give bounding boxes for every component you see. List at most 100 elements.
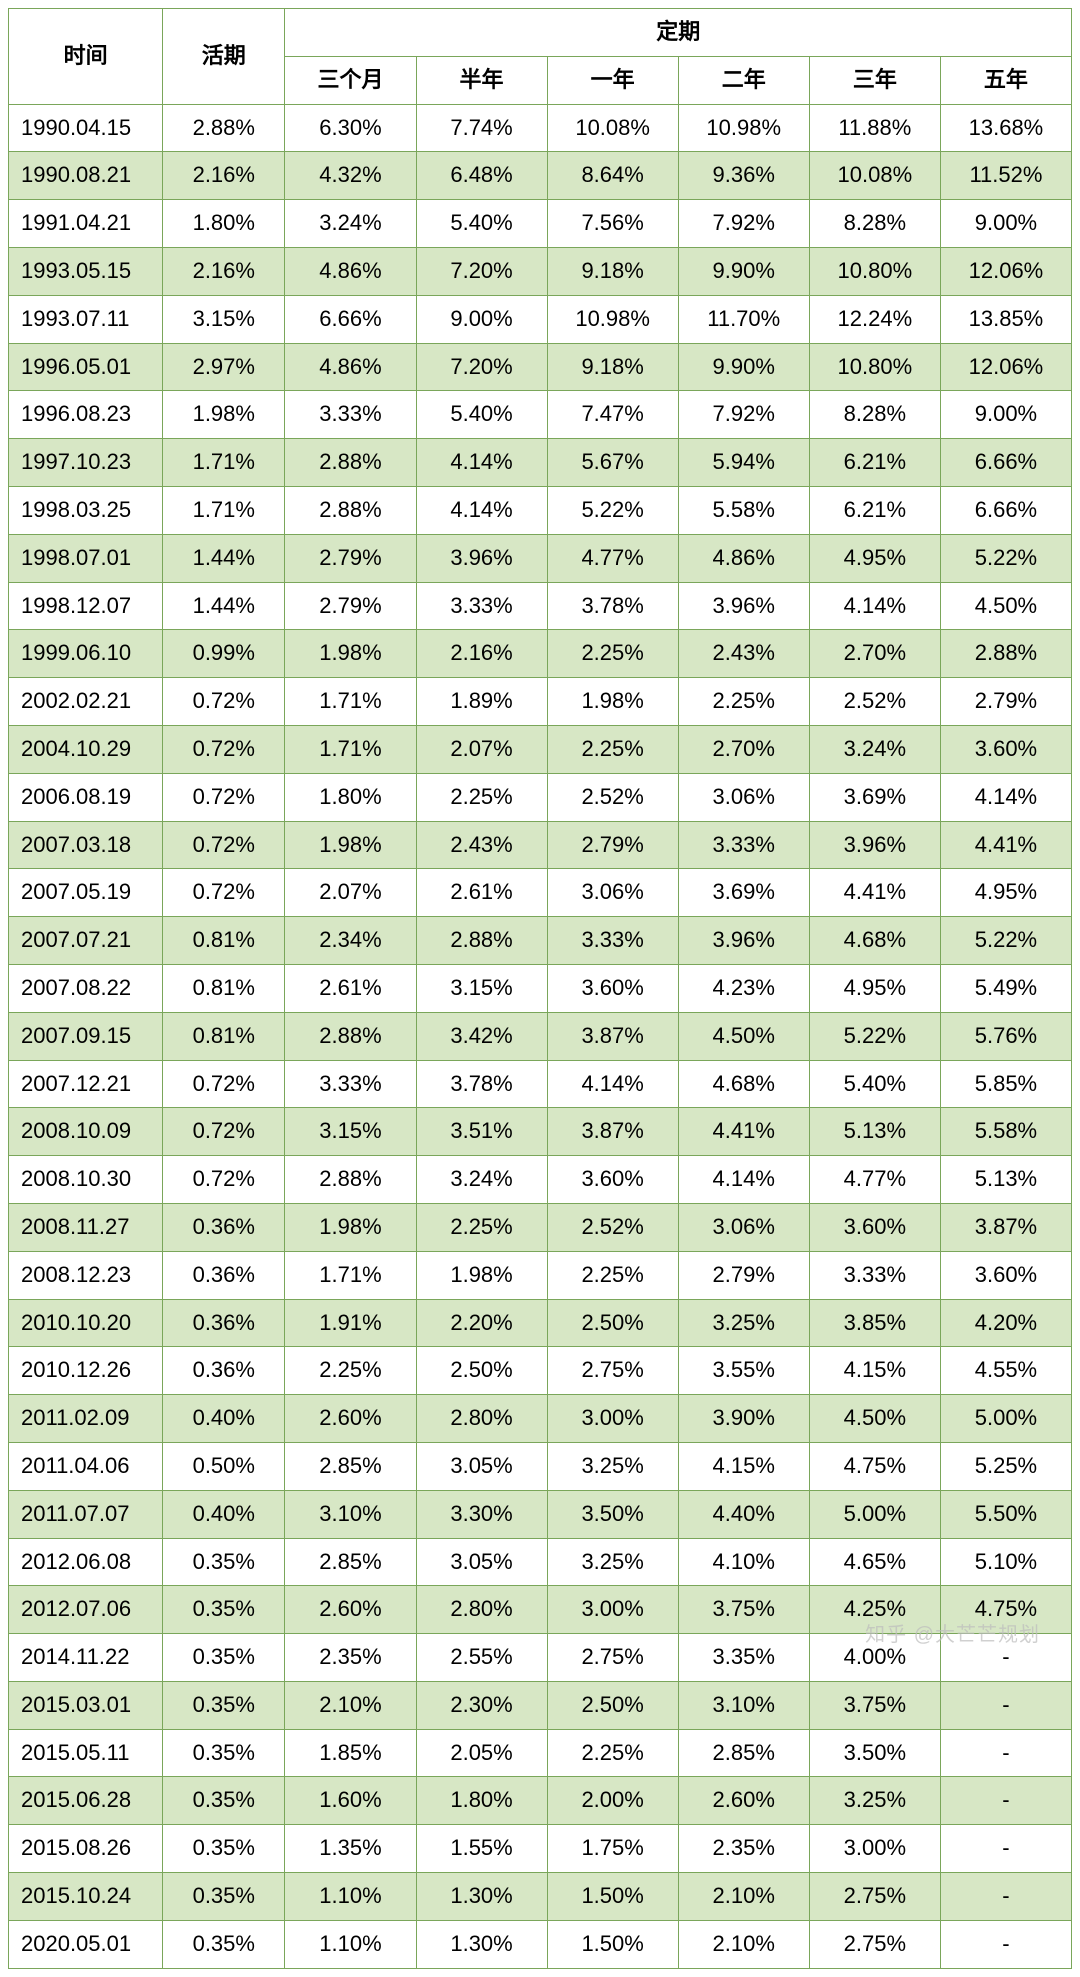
cell-fixed: 2.25% <box>416 1203 547 1251</box>
cell-fixed: 6.48% <box>416 152 547 200</box>
cell-date: 2004.10.29 <box>9 725 163 773</box>
cell-fixed: 11.52% <box>940 152 1071 200</box>
cell-fixed: 1.98% <box>285 1203 416 1251</box>
table-row: 2008.10.090.72%3.15%3.51%3.87%4.41%5.13%… <box>9 1108 1072 1156</box>
table-row: 1996.08.231.98%3.33%5.40%7.47%7.92%8.28%… <box>9 391 1072 439</box>
cell-fixed: 4.68% <box>809 917 940 965</box>
cell-fixed: 3.25% <box>678 1299 809 1347</box>
table-row: 1998.03.251.71%2.88%4.14%5.22%5.58%6.21%… <box>9 486 1072 534</box>
cell-fixed: 5.00% <box>809 1490 940 1538</box>
col-fixed-group: 定期 <box>285 9 1072 57</box>
table-row: 1993.05.152.16%4.86%7.20%9.18%9.90%10.80… <box>9 247 1072 295</box>
cell-fixed: 3.96% <box>416 534 547 582</box>
cell-fixed: 3.00% <box>547 1586 678 1634</box>
cell-fixed: 8.28% <box>809 200 940 248</box>
cell-fixed: 4.50% <box>809 1395 940 1443</box>
cell-fixed: 10.80% <box>809 343 940 391</box>
cell-demand: 0.35% <box>163 1729 285 1777</box>
table-row: 2014.11.220.35%2.35%2.55%2.75%3.35%4.00%… <box>9 1634 1072 1682</box>
cell-fixed: 4.25% <box>809 1586 940 1634</box>
cell-demand: 1.71% <box>163 439 285 487</box>
cell-fixed: 2.60% <box>285 1586 416 1634</box>
cell-fixed: 3.87% <box>547 1012 678 1060</box>
table-body: 1990.04.152.88%6.30%7.74%10.08%10.98%11.… <box>9 104 1072 1968</box>
cell-fixed: 2.88% <box>940 630 1071 678</box>
cell-date: 1990.08.21 <box>9 152 163 200</box>
cell-fixed: 3.10% <box>285 1490 416 1538</box>
cell-fixed: 2.16% <box>416 630 547 678</box>
cell-demand: 2.97% <box>163 343 285 391</box>
table-row: 2011.02.090.40%2.60%2.80%3.00%3.90%4.50%… <box>9 1395 1072 1443</box>
cell-demand: 0.81% <box>163 917 285 965</box>
cell-fixed: 1.10% <box>285 1920 416 1968</box>
cell-date: 2012.06.08 <box>9 1538 163 1586</box>
cell-fixed: 2.25% <box>547 630 678 678</box>
cell-fixed: 3.87% <box>940 1203 1071 1251</box>
cell-fixed: 4.65% <box>809 1538 940 1586</box>
table-row: 2008.11.270.36%1.98%2.25%2.52%3.06%3.60%… <box>9 1203 1072 1251</box>
cell-date: 2002.02.21 <box>9 678 163 726</box>
cell-fixed: 2.61% <box>285 964 416 1012</box>
table-row: 2010.12.260.36%2.25%2.50%2.75%3.55%4.15%… <box>9 1347 1072 1395</box>
cell-fixed: 3.75% <box>809 1681 940 1729</box>
cell-fixed: 7.20% <box>416 343 547 391</box>
cell-fixed: 2.07% <box>285 869 416 917</box>
cell-fixed: 7.92% <box>678 200 809 248</box>
cell-demand: 0.35% <box>163 1538 285 1586</box>
cell-demand: 0.72% <box>163 1156 285 1204</box>
cell-demand: 0.50% <box>163 1442 285 1490</box>
table-row: 1990.08.212.16%4.32%6.48%8.64%9.36%10.08… <box>9 152 1072 200</box>
cell-fixed: 2.30% <box>416 1681 547 1729</box>
cell-date: 2010.12.26 <box>9 1347 163 1395</box>
cell-fixed: 12.06% <box>940 343 1071 391</box>
cell-fixed: 11.88% <box>809 104 940 152</box>
cell-fixed: 2.79% <box>285 582 416 630</box>
col-fixed-2: 一年 <box>547 56 678 104</box>
cell-demand: 0.35% <box>163 1777 285 1825</box>
cell-fixed: 9.18% <box>547 247 678 295</box>
cell-fixed: 4.55% <box>940 1347 1071 1395</box>
cell-date: 2008.11.27 <box>9 1203 163 1251</box>
cell-demand: 0.35% <box>163 1681 285 1729</box>
cell-demand: 0.40% <box>163 1490 285 1538</box>
cell-fixed: 3.96% <box>678 582 809 630</box>
cell-fixed: 4.14% <box>416 486 547 534</box>
cell-fixed: 3.15% <box>416 964 547 1012</box>
cell-fixed: 7.56% <box>547 200 678 248</box>
cell-fixed: - <box>940 1920 1071 1968</box>
cell-demand: 0.72% <box>163 725 285 773</box>
cell-fixed: 3.96% <box>809 821 940 869</box>
cell-fixed: 4.10% <box>678 1538 809 1586</box>
cell-fixed: 5.22% <box>547 486 678 534</box>
cell-fixed: 9.00% <box>416 295 547 343</box>
cell-fixed: 4.32% <box>285 152 416 200</box>
table-row: 2011.07.070.40%3.10%3.30%3.50%4.40%5.00%… <box>9 1490 1072 1538</box>
cell-date: 2008.10.09 <box>9 1108 163 1156</box>
cell-fixed: 2.60% <box>285 1395 416 1443</box>
cell-fixed: 4.20% <box>940 1299 1071 1347</box>
cell-fixed: 3.78% <box>547 582 678 630</box>
cell-fixed: 2.10% <box>678 1873 809 1921</box>
cell-date: 1993.05.15 <box>9 247 163 295</box>
cell-demand: 2.88% <box>163 104 285 152</box>
table-row: 1996.05.012.97%4.86%7.20%9.18%9.90%10.80… <box>9 343 1072 391</box>
cell-date: 2007.05.19 <box>9 869 163 917</box>
cell-fixed: 3.06% <box>678 1203 809 1251</box>
cell-date: 1998.07.01 <box>9 534 163 582</box>
table-row: 2008.10.300.72%2.88%3.24%3.60%4.14%4.77%… <box>9 1156 1072 1204</box>
col-demand: 活期 <box>163 9 285 105</box>
cell-date: 2007.03.18 <box>9 821 163 869</box>
table-row: 1999.06.100.99%1.98%2.16%2.25%2.43%2.70%… <box>9 630 1072 678</box>
cell-fixed: 1.30% <box>416 1920 547 1968</box>
cell-fixed: 3.33% <box>547 917 678 965</box>
cell-fixed: 1.55% <box>416 1825 547 1873</box>
cell-fixed: 3.85% <box>809 1299 940 1347</box>
cell-fixed: 9.00% <box>940 200 1071 248</box>
table-row: 2007.12.210.72%3.33%3.78%4.14%4.68%5.40%… <box>9 1060 1072 1108</box>
cell-fixed: 5.85% <box>940 1060 1071 1108</box>
cell-fixed: 8.28% <box>809 391 940 439</box>
cell-fixed: 2.61% <box>416 869 547 917</box>
cell-fixed: 3.78% <box>416 1060 547 1108</box>
cell-demand: 1.44% <box>163 534 285 582</box>
table-row: 1990.04.152.88%6.30%7.74%10.08%10.98%11.… <box>9 104 1072 152</box>
